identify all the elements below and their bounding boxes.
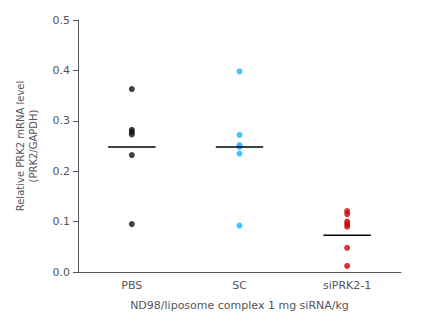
svg-text:ND98/liposome complex 1 mg siR: ND98/liposome complex 1 mg siRNA/kg — [130, 299, 349, 312]
svg-text:0.0: 0.0 — [53, 266, 71, 279]
svg-text:0.2: 0.2 — [53, 165, 71, 178]
svg-text:siPRK2-1: siPRK2-1 — [323, 279, 371, 292]
svg-text:0.5: 0.5 — [53, 14, 71, 27]
svg-text:(PRK2/GAPDH): (PRK2/GAPDH) — [28, 109, 39, 182]
svg-text:SC: SC — [232, 279, 247, 292]
svg-text:0.1: 0.1 — [53, 215, 71, 228]
svg-text:Relative PRK2 mRNA level: Relative PRK2 mRNA level — [15, 81, 26, 212]
svg-text:PBS: PBS — [121, 279, 142, 292]
svg-text:0.3: 0.3 — [53, 114, 71, 127]
svg-text:0.4: 0.4 — [53, 64, 71, 77]
